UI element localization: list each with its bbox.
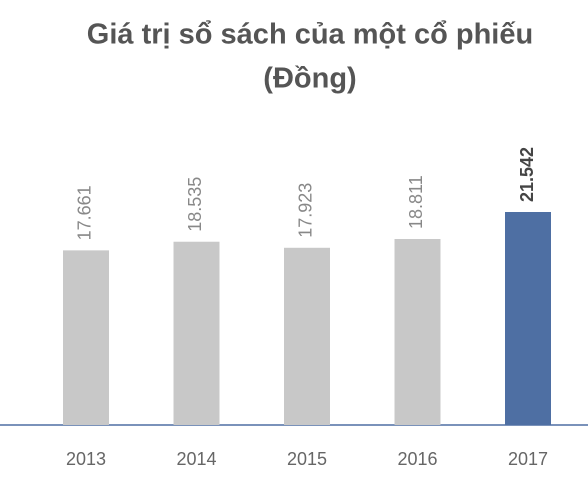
x-tick-label: 2017 [508,449,548,469]
value-label: 17.923 [296,183,316,238]
value-label: 17.661 [75,185,95,240]
x-tick-label: 2014 [176,449,216,469]
x-tick-label: 2016 [397,449,437,469]
bar [63,250,109,425]
bar [284,247,330,425]
chart-title: (Đồng) [263,63,356,95]
value-label: 21.542 [517,147,537,202]
x-tick-label: 2013 [66,449,106,469]
chart-title: Giá trị sổ sách của một cổ phiếu [87,19,533,51]
bar [394,239,441,425]
value-label: 18.811 [406,175,426,229]
value-label: 18.535 [185,177,205,232]
bar [173,241,220,425]
bar [505,212,551,425]
x-tick-label: 2015 [287,449,327,469]
